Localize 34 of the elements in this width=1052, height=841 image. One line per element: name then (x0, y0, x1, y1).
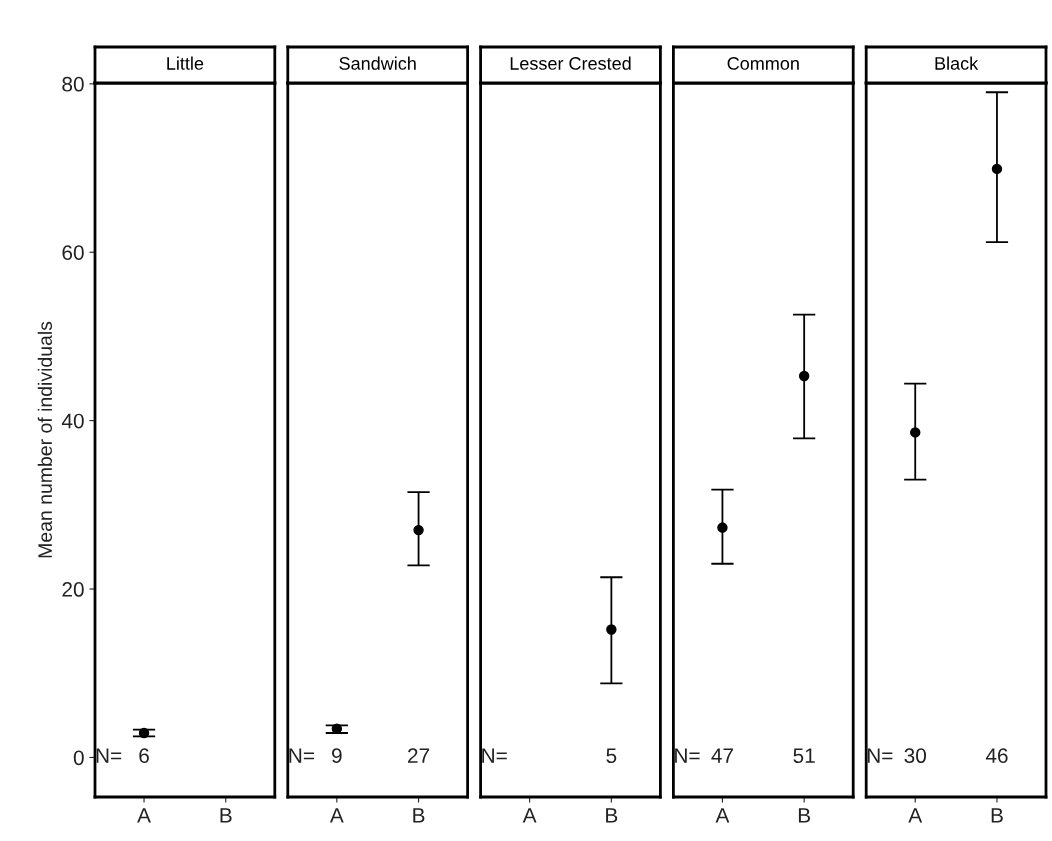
x-tick-label: A (137, 808, 151, 823)
chart-title: Common (727, 57, 799, 70)
annotation: 9 (332, 748, 342, 764)
annotation: N= (482, 748, 507, 763)
annotation: 51 (793, 748, 815, 764)
x-tick-label: B (220, 808, 232, 823)
x-tick-label: A (522, 808, 537, 823)
x-tick-label: B (606, 808, 618, 823)
annotation: 46 (985, 748, 1008, 764)
chart-title: Black (935, 56, 979, 70)
x-tick-label: B (413, 808, 425, 823)
chart-title: Little (167, 56, 204, 70)
annotation: N= (867, 748, 893, 763)
y-axis-title: Mean number of individuals (37, 321, 53, 558)
y-tick-label: 0 (73, 750, 84, 766)
annotation: N= (96, 748, 122, 763)
y-tick-label: 20 (62, 582, 84, 597)
annotation: 47 (711, 748, 733, 763)
annotation: 5 (606, 748, 617, 764)
annotation: N= (289, 748, 314, 763)
x-tick-label: B (991, 808, 1003, 823)
annotation: 27 (408, 748, 430, 763)
chart-title: Sandwich (339, 56, 416, 70)
x-tick-label: A (715, 808, 730, 823)
annotation: 6 (139, 748, 149, 764)
x-tick-label: B (798, 808, 811, 823)
x-tick-label: A (329, 808, 344, 823)
y-tick-label: 60 (62, 245, 84, 260)
x-tick-label: A (908, 808, 923, 823)
y-tick-label: 40 (61, 413, 84, 429)
annotation: N= (675, 748, 700, 763)
y-tick-label: 80 (62, 76, 84, 92)
annotation: 30 (904, 748, 927, 764)
chart-title: Lesser Crested (510, 56, 631, 70)
